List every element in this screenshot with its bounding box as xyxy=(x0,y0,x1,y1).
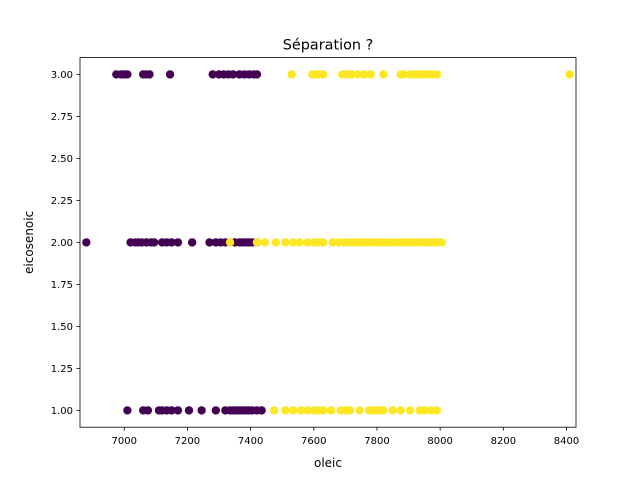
scatter-point xyxy=(271,238,281,247)
scatter-point xyxy=(289,406,298,415)
scatter-point xyxy=(426,406,435,415)
scatter-point xyxy=(197,406,206,415)
scatter-point xyxy=(143,406,153,415)
scatter-point xyxy=(399,70,409,79)
scatter-point xyxy=(150,238,159,247)
scatter-point xyxy=(281,238,290,247)
scatter-point xyxy=(420,406,429,415)
x-tick-label: 7600 xyxy=(301,436,326,447)
y-tick-label: 2.50 xyxy=(51,154,73,165)
y-tick-label: 2.75 xyxy=(51,112,73,123)
scatter-point xyxy=(319,70,328,79)
x-tick-label: 7200 xyxy=(175,436,200,447)
x-tick-label: 8000 xyxy=(427,436,452,447)
y-tick-label: 1.25 xyxy=(51,364,73,375)
points-layer xyxy=(82,70,574,415)
y-tick-label: 2.25 xyxy=(51,196,73,207)
scatter-point xyxy=(303,406,312,415)
scatter-point xyxy=(252,70,262,79)
scatter-point xyxy=(396,406,405,415)
y-axis-ticks: 1.00 1.25 1.50 1.75 2.00 2.25 2.50 2.75 3.00 xyxy=(51,70,80,417)
x-tick-label: 7000 xyxy=(112,436,137,447)
scatter-point xyxy=(319,238,328,247)
scatter-point xyxy=(167,238,176,247)
scatter-point xyxy=(319,406,328,415)
scatter-point xyxy=(167,406,176,415)
y-tick-label: 1.50 xyxy=(51,322,73,333)
scatter-point xyxy=(360,70,369,79)
y-tick-label: 2.00 xyxy=(51,238,73,249)
x-tick-label: 8200 xyxy=(491,436,516,447)
scatter-point xyxy=(287,70,296,79)
scatter-point xyxy=(289,238,298,247)
scatter-point xyxy=(205,238,214,247)
x-tick-label: 7400 xyxy=(238,436,263,447)
scatter-point xyxy=(123,406,132,415)
scatter-point xyxy=(565,70,574,79)
scatter-point xyxy=(82,238,91,247)
y-tick-label: 3.00 xyxy=(51,70,73,81)
scatter-point xyxy=(379,406,388,415)
scatter-point xyxy=(123,70,132,79)
scatter-point xyxy=(405,406,415,415)
scatter-point xyxy=(328,238,337,247)
scatter-point xyxy=(347,70,356,79)
scatter-point xyxy=(345,406,355,415)
scatter-point xyxy=(353,70,363,79)
scatter-point xyxy=(165,70,175,79)
x-tick-label: 8400 xyxy=(554,436,579,447)
scatter-point xyxy=(326,406,336,415)
scatter-point xyxy=(366,70,375,79)
chart-title: Séparation ? xyxy=(283,38,373,54)
scatter-point xyxy=(270,406,279,415)
scatter-point xyxy=(296,406,306,415)
scatter-point xyxy=(432,406,442,415)
scatter-point xyxy=(187,238,197,247)
scatter-point xyxy=(184,406,194,415)
y-axis-label: eicosenoic xyxy=(22,211,36,274)
x-tick-label: 7800 xyxy=(364,436,389,447)
scatter-point xyxy=(225,238,235,247)
scatter-point xyxy=(303,238,312,247)
scatter-point xyxy=(211,406,221,415)
scatter-point xyxy=(388,406,397,415)
scatter-point xyxy=(229,70,238,79)
y-tick-label: 1.75 xyxy=(51,280,73,291)
scatter-point xyxy=(295,238,304,247)
scatter-point xyxy=(437,238,446,247)
scatter-point xyxy=(355,406,364,415)
y-tick-label: 1.00 xyxy=(51,406,73,417)
scatter-point xyxy=(173,406,183,415)
scatter-point xyxy=(281,406,290,415)
scatter-point xyxy=(257,406,266,415)
x-axis-ticks: 7000 7200 7400 7600 7800 8000 8200 8400 xyxy=(112,427,579,447)
scatter-point xyxy=(173,238,183,247)
scatter-point xyxy=(145,70,154,79)
x-axis-label: oleic xyxy=(314,456,342,470)
scatter-point xyxy=(208,70,217,79)
scatter-point xyxy=(432,70,442,79)
scatter-point xyxy=(252,238,262,247)
scatter-point xyxy=(379,70,388,79)
scatter-point xyxy=(260,238,270,247)
series-1 xyxy=(225,70,574,415)
series-0 xyxy=(82,70,266,415)
